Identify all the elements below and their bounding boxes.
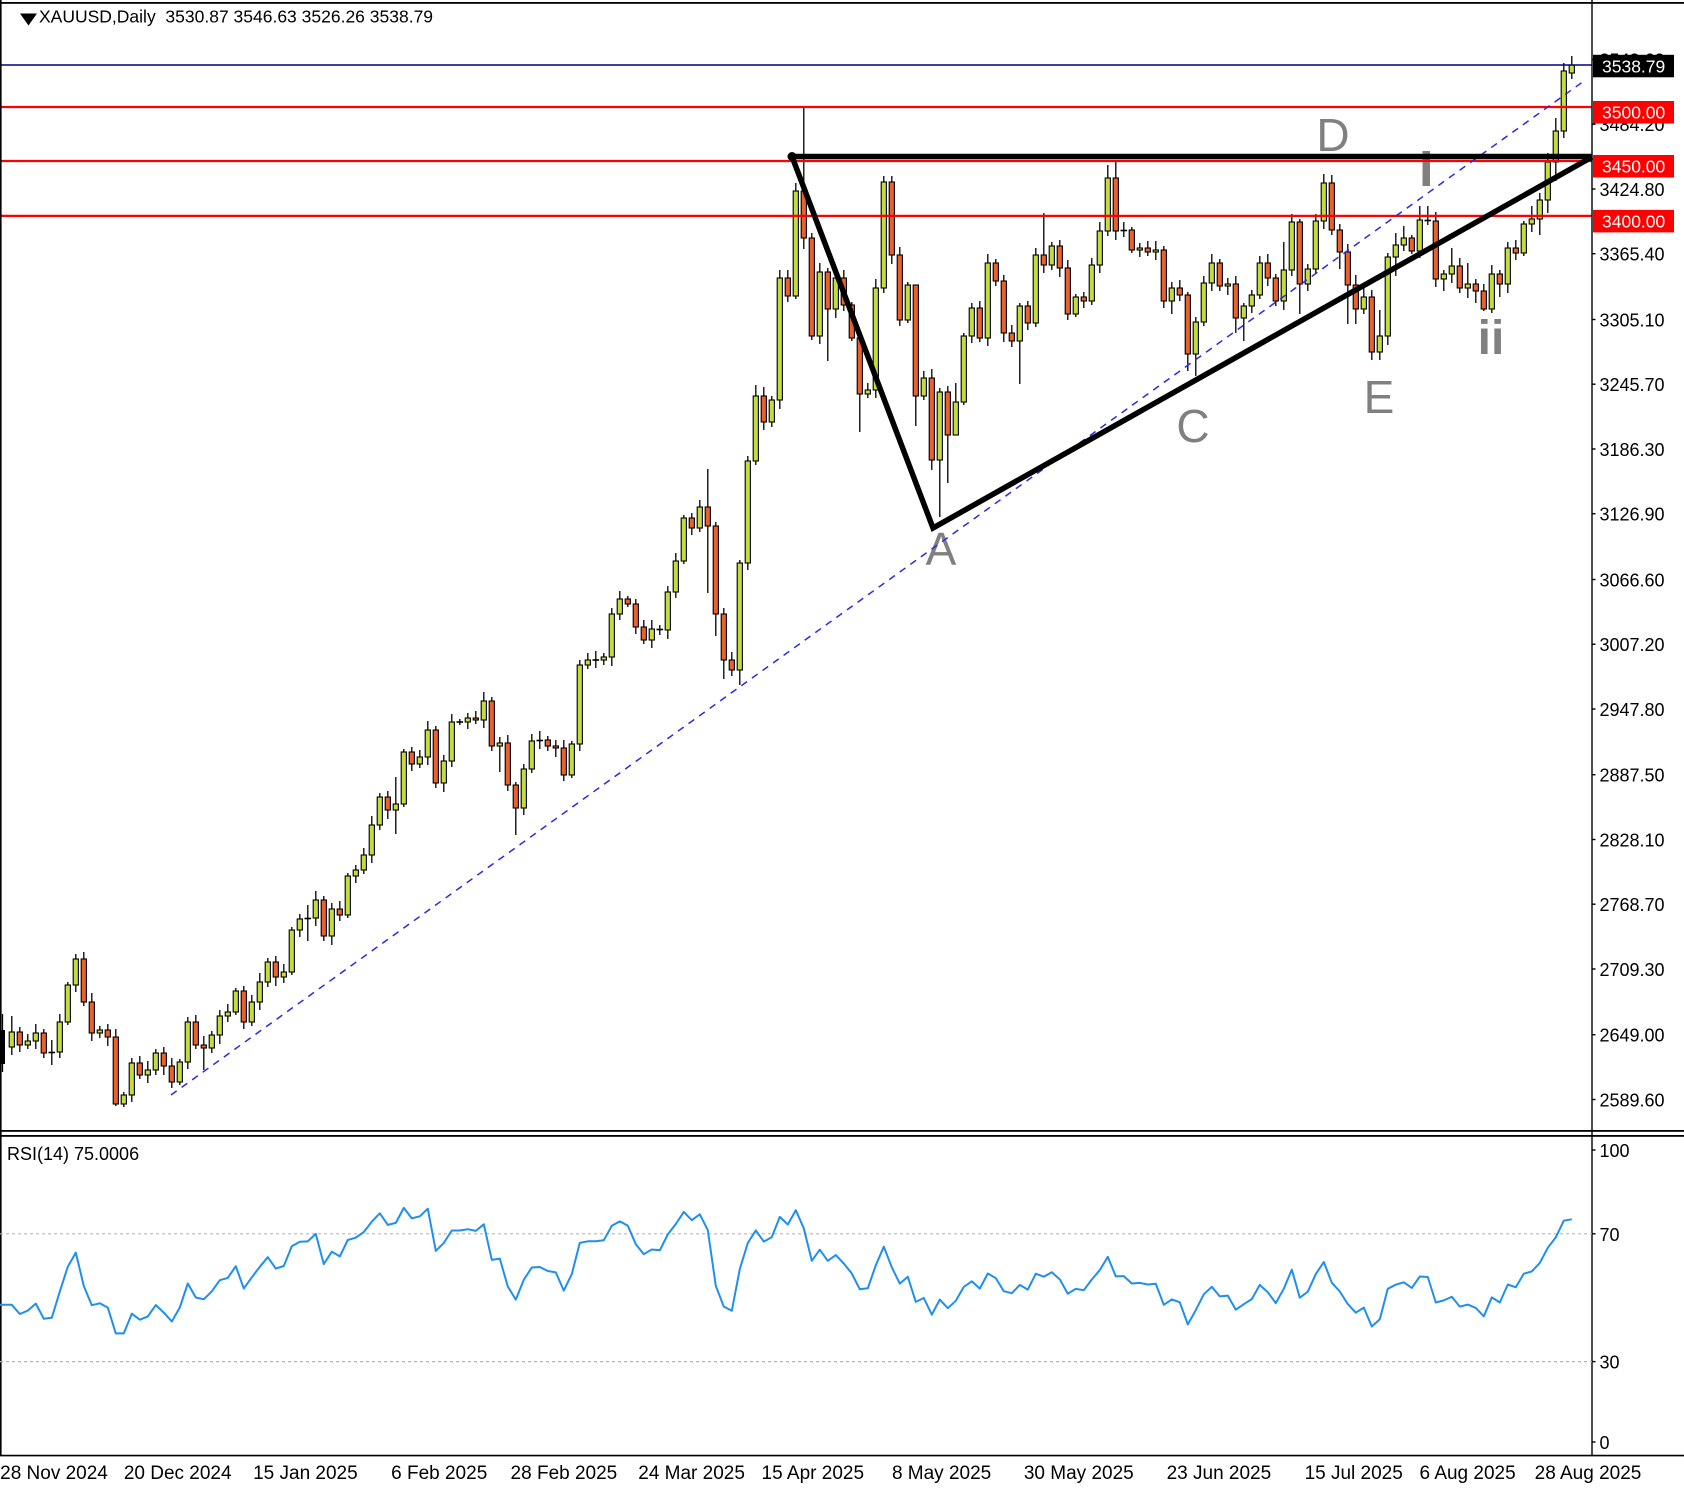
svg-text:23 Jun 2025: 23 Jun 2025 — [1167, 1463, 1272, 1484]
svg-text:2709.30: 2709.30 — [1600, 960, 1665, 980]
svg-text:3538.79: 3538.79 — [1602, 56, 1665, 76]
svg-text:XAUUSD,Daily 3530.87 3546.63: XAUUSD,Daily 3530.87 3546.63 3526.26 353… — [39, 7, 433, 27]
svg-text:2947.80: 2947.80 — [1600, 700, 1665, 720]
svg-text:2649.00: 2649.00 — [1600, 1026, 1665, 1046]
svg-text:15 Jul 2025: 15 Jul 2025 — [1305, 1463, 1403, 1484]
svg-text:3365.40: 3365.40 — [1600, 245, 1665, 265]
svg-text:100: 100 — [1600, 1141, 1630, 1161]
svg-text:3245.70: 3245.70 — [1600, 375, 1665, 395]
svg-text:8 May 2025: 8 May 2025 — [892, 1463, 991, 1484]
svg-text:2828.10: 2828.10 — [1600, 831, 1665, 851]
svg-text:6 Feb 2025: 6 Feb 2025 — [391, 1463, 487, 1484]
svg-text:RSI(14) 75.0006: RSI(14) 75.0006 — [7, 1144, 139, 1164]
svg-text:3066.60: 3066.60 — [1600, 571, 1665, 591]
svg-text:24 Mar 2025: 24 Mar 2025 — [638, 1463, 745, 1484]
svg-text:70: 70 — [1600, 1225, 1620, 1245]
svg-text:30: 30 — [1600, 1353, 1620, 1373]
svg-text:15 Jan 2025: 15 Jan 2025 — [253, 1463, 358, 1484]
svg-text:3305.10: 3305.10 — [1600, 311, 1665, 331]
svg-text:2589.60: 2589.60 — [1600, 1091, 1665, 1111]
svg-text:2887.50: 2887.50 — [1600, 766, 1665, 786]
svg-text:2768.70: 2768.70 — [1600, 895, 1665, 915]
svg-text:A: A — [926, 523, 957, 575]
svg-text:20 Dec 2024: 20 Dec 2024 — [124, 1463, 232, 1484]
svg-text:28 Feb 2025: 28 Feb 2025 — [511, 1463, 618, 1484]
svg-text:3500.00: 3500.00 — [1602, 103, 1666, 123]
svg-text:3126.90: 3126.90 — [1600, 505, 1665, 525]
svg-text:D: D — [1316, 109, 1349, 161]
svg-text:3186.30: 3186.30 — [1600, 440, 1665, 460]
svg-text:28 Aug 2025: 28 Aug 2025 — [1535, 1463, 1642, 1484]
svg-text:3450.00: 3450.00 — [1602, 157, 1666, 177]
svg-text:3424.80: 3424.80 — [1600, 180, 1665, 200]
svg-text:C: C — [1176, 400, 1209, 452]
svg-text:6 Aug 2025: 6 Aug 2025 — [1420, 1463, 1516, 1484]
svg-text:15 Apr 2025: 15 Apr 2025 — [762, 1463, 864, 1484]
svg-text:0: 0 — [1600, 1433, 1610, 1453]
svg-text:28 Nov 2024: 28 Nov 2024 — [0, 1463, 108, 1484]
svg-text:3007.20: 3007.20 — [1600, 635, 1665, 655]
svg-text:ii: ii — [1478, 312, 1505, 365]
svg-text:3400.00: 3400.00 — [1602, 212, 1666, 232]
svg-text:30 May 2025: 30 May 2025 — [1024, 1463, 1134, 1484]
svg-text:E: E — [1364, 371, 1395, 423]
